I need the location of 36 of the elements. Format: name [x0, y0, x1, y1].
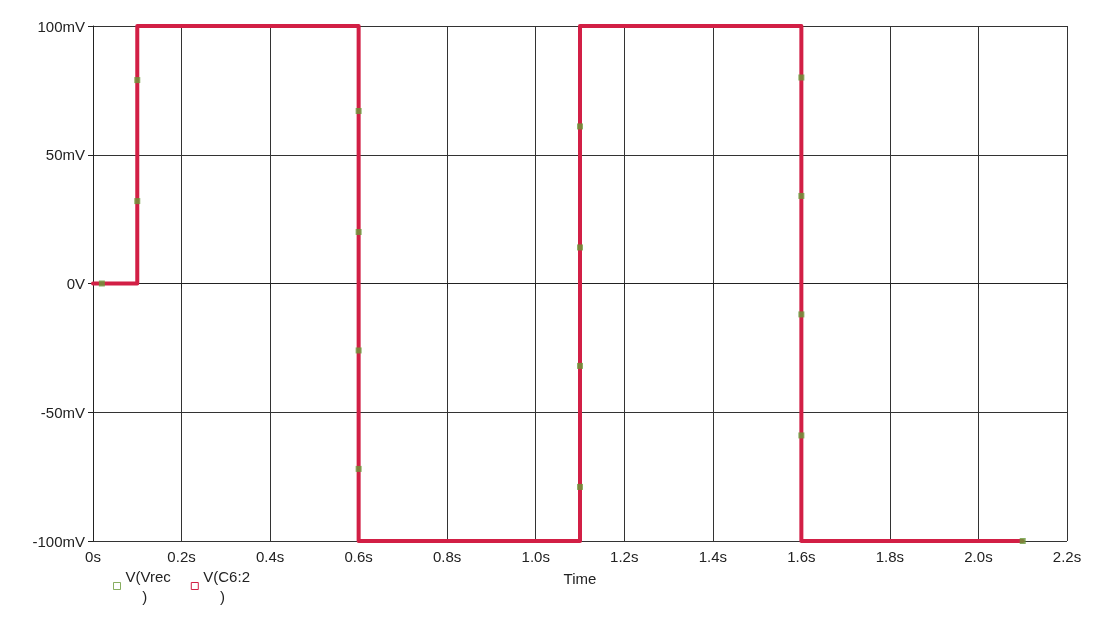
- point: [577, 123, 583, 130]
- point: [577, 362, 583, 369]
- y-tick-label: -50mV: [40, 403, 85, 421]
- y-tick-label: 100mV: [37, 17, 85, 35]
- x-tick-label: 0.4s: [255, 548, 285, 565]
- point: [798, 311, 805, 318]
- legend-label: V(Vrec): [125, 567, 172, 605]
- point: [577, 244, 583, 251]
- point: [355, 107, 362, 114]
- y-tick-label: -100mV: [32, 532, 85, 550]
- x-tick-label: 0s: [85, 548, 101, 565]
- point: [798, 192, 805, 199]
- point: [355, 465, 362, 472]
- x-axis-title: Time: [563, 570, 597, 587]
- x-tick-label: 0.8s: [433, 548, 462, 565]
- point: [577, 483, 583, 490]
- point: [798, 432, 805, 439]
- x-tick-label: 1.6s: [787, 548, 816, 565]
- x-tick-label: 1.2s: [610, 548, 639, 565]
- point: [798, 74, 805, 81]
- y-tick-label: 0V: [66, 275, 85, 292]
- point: [355, 347, 362, 354]
- y-tick-label: 50mV: [45, 146, 85, 164]
- x-tick-label: 2.0s: [964, 548, 993, 565]
- x-tick-label: 1.8s: [875, 548, 905, 565]
- x-tick-label: 1.4s: [698, 548, 727, 565]
- point: [134, 77, 141, 84]
- point: [1019, 538, 1026, 544]
- x-tick-label: 1.0s: [521, 548, 550, 565]
- x-tick-label: 0.6s: [344, 548, 373, 565]
- point: [134, 198, 141, 205]
- x-tick-label: 2.2s: [1052, 548, 1082, 565]
- legend-label: V(C6:2): [203, 567, 250, 605]
- x-tick-label: 0.2s: [167, 548, 196, 565]
- point: [355, 229, 362, 235]
- point: [98, 280, 105, 287]
